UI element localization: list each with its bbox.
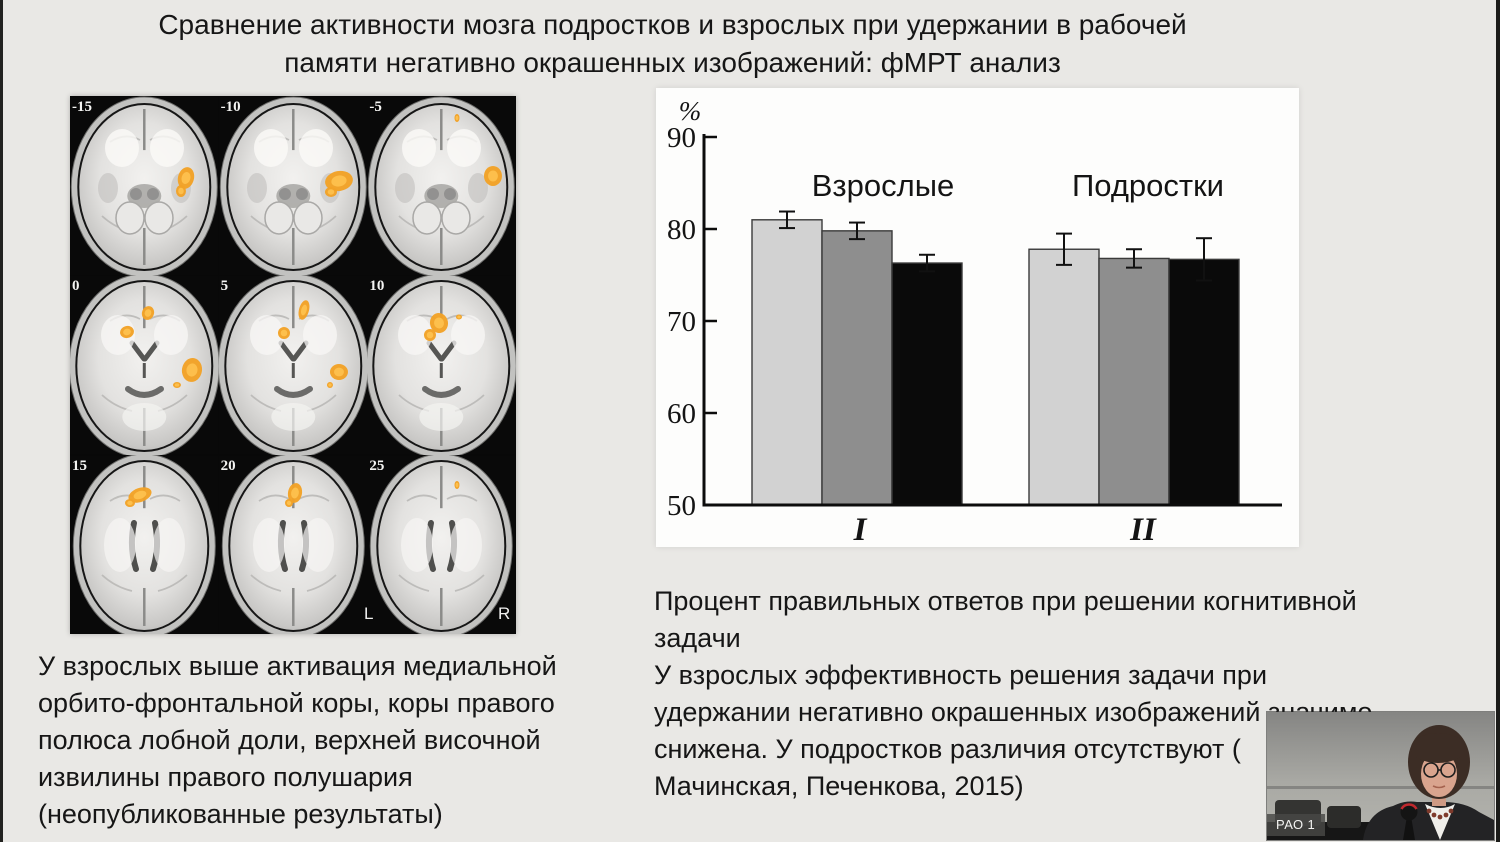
slice-coordinate-label: 20 (220, 457, 236, 474)
chart-caption-line: Мачинская, Печенкова, 2015) (654, 771, 1024, 801)
mri-slice: 15 (70, 454, 219, 634)
fmri-brain-slices-figure: L R (70, 96, 516, 634)
white-shirt (1425, 804, 1455, 840)
chart-caption-line: задачи (654, 623, 741, 653)
chart-caption-line: снижена. У подростков различия отсутству… (654, 734, 1241, 764)
mri-slice: 5 (218, 275, 368, 455)
slice-coordinate-label: -5 (369, 99, 382, 115)
mri-caption: У взрослых выше активация медиальной орб… (38, 648, 557, 833)
bar-II-bar-light (1028, 248, 1100, 506)
slide-title-line-2: памяти негативно окрашенных изображений:… (284, 47, 1061, 78)
bar-I-bar-light (751, 219, 823, 506)
mri-caption-line: орбито-фронтальной коры, коры правого (38, 688, 555, 718)
brain-slice-image (218, 275, 368, 455)
bar-I-bar-black (891, 262, 963, 506)
left-edge-bar (0, 0, 3, 842)
bar-II-bar-black (1168, 258, 1240, 506)
brain-slice-image (70, 96, 219, 276)
slice-coordinate-label: 5 (220, 278, 229, 295)
hair-fringe (1411, 733, 1465, 763)
accuracy-bar-chart: Взрослые I Подростки II 50 60 70 80 90% (656, 88, 1299, 548)
brain-slice-image (367, 96, 516, 276)
y-tick-label: 90 (667, 122, 696, 154)
mri-caption-line: полюса лобной доли, верхней височной (38, 725, 541, 755)
slice-coordinate-label: -10 (220, 99, 241, 115)
chart-caption-line: удержании негативно окрашенных изображен… (654, 697, 1373, 727)
mri-caption-line: (неопубликованные результаты) (38, 799, 443, 829)
presenter-person (1363, 725, 1494, 840)
slice-coordinate-label: 25 (369, 457, 385, 474)
y-tick-label: 50 (667, 490, 696, 522)
mri-caption-line: У взрослых выше активация медиальной (38, 651, 557, 681)
y-axis-unit-label: % (679, 96, 702, 126)
group-label: Взрослые (812, 168, 954, 203)
bar-I-bar-gray (821, 230, 893, 506)
chart-caption: Процент правильных ответов при решении к… (654, 583, 1372, 805)
wall-ledge (1267, 786, 1494, 789)
slice-coordinate-label: -15 (72, 99, 92, 115)
mri-slice: 20 (218, 454, 368, 634)
mri-caption-line: извилины правого полушария (38, 762, 413, 792)
brain-slice-image (218, 96, 368, 276)
webcam-overlay[interactable]: РАО 1 (1267, 712, 1494, 840)
bar-chart-canvas: Взрослые I Подростки II 50 60 70 80 90% (667, 96, 1282, 548)
mri-slice: -5 (367, 96, 516, 276)
mri-slice: -15 (70, 96, 219, 276)
left-hemisphere-marker: L (364, 604, 374, 623)
jacket (1363, 801, 1494, 840)
mri-slice: 10 (367, 275, 516, 455)
category-label: II (1129, 512, 1157, 547)
brain-slice-image (367, 275, 516, 455)
slice-coordinate-label: 10 (369, 278, 385, 295)
right-hemisphere-marker: R (498, 604, 511, 623)
participant-name-badge: РАО 1 (1267, 814, 1326, 836)
glasses-icon (1423, 762, 1456, 778)
group-label: Подростки (1072, 168, 1224, 203)
chart-caption-line: Процент правильных ответов при решении к… (654, 586, 1357, 616)
chart-caption-line: У взрослых эффективность решения задачи … (654, 660, 1268, 690)
microphone-icon (1400, 803, 1418, 840)
y-tick-label: 60 (667, 398, 696, 430)
brain-slice-image (218, 454, 368, 634)
chair-back (1327, 806, 1361, 828)
mri-slice: -10 (218, 96, 368, 276)
mouth (1432, 785, 1446, 789)
right-edge-bar (1496, 0, 1500, 842)
mri-slice: 25 (367, 454, 516, 634)
y-tick-label: 70 (667, 306, 696, 338)
slide-title: Сравнение активности мозга подростков и … (0, 6, 1345, 82)
mri-slice: 0 (70, 275, 219, 455)
brain-slice-image (367, 454, 516, 634)
y-tick-label: 80 (667, 214, 696, 246)
bar-II-bar-gray (1098, 257, 1170, 506)
brain-slice-image (70, 454, 219, 634)
brain-slice-image (70, 275, 219, 455)
necklace (1426, 808, 1454, 820)
slice-coordinate-label: 0 (72, 278, 80, 295)
slide-title-line-1: Сравнение активности мозга подростков и … (158, 9, 1187, 40)
slice-coordinate-label: 15 (72, 457, 87, 474)
category-label: I (853, 512, 868, 547)
